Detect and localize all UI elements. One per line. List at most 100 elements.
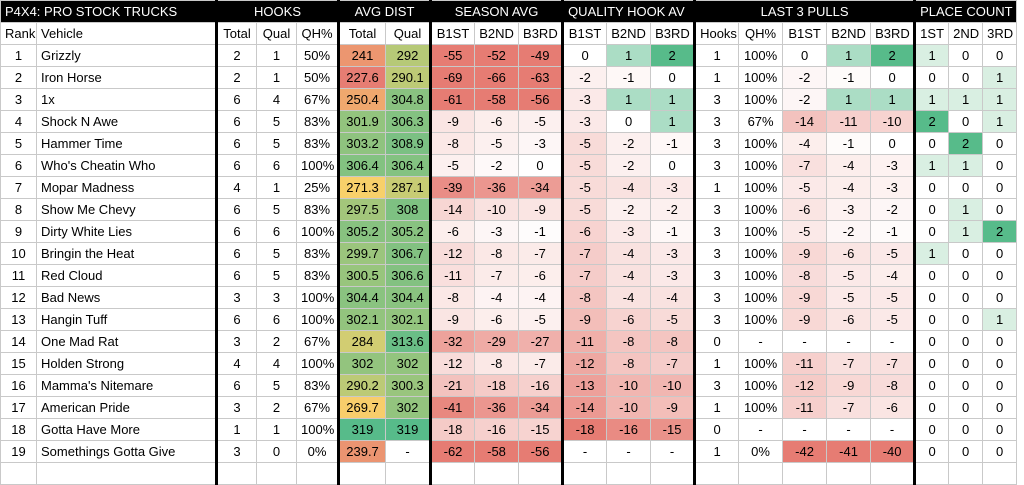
- cell-b1st[interactable]: -9: [782, 286, 828, 309]
- cell-qh-[interactable]: 50%: [295, 44, 340, 67]
- cell-b2nd[interactable]: -16: [474, 418, 520, 441]
- cell-qual[interactable]: 6: [256, 220, 297, 243]
- cell-hooks[interactable]: 3: [693, 154, 740, 177]
- cell-vehicle[interactable]: 1x: [36, 88, 217, 111]
- cell-qh-[interactable]: -: [738, 330, 784, 353]
- cell-b3rd[interactable]: -3: [650, 176, 696, 199]
- cell-qh-[interactable]: 67%: [295, 330, 340, 353]
- cell-qh-[interactable]: 83%: [295, 198, 340, 221]
- cell-rank[interactable]: 18: [0, 418, 37, 441]
- cell-qh-[interactable]: 100%: [295, 220, 340, 243]
- cell-qh-[interactable]: 100%: [295, 286, 340, 309]
- cell-3rd[interactable]: 0: [982, 374, 1018, 397]
- cell-b1st[interactable]: -61: [429, 88, 476, 111]
- cell-b1st[interactable]: -4: [782, 132, 828, 155]
- cell-b1st[interactable]: -9: [429, 308, 476, 331]
- cell-vehicle[interactable]: Holden Strong: [36, 352, 217, 375]
- cell-2nd[interactable]: 2: [948, 132, 984, 155]
- cell-b2nd[interactable]: -: [606, 440, 652, 463]
- cell-qh-[interactable]: 83%: [295, 132, 340, 155]
- cell-qual[interactable]: 304.8: [385, 88, 432, 111]
- cell-rank[interactable]: 4: [0, 110, 37, 133]
- cell-b1st[interactable]: -11: [782, 396, 828, 419]
- cell-b2nd[interactable]: 0: [606, 110, 652, 133]
- cell-qh-[interactable]: -: [738, 418, 784, 441]
- cell-b2nd[interactable]: 1: [606, 44, 652, 67]
- cell-b2nd[interactable]: -7: [826, 352, 872, 375]
- cell-b1st[interactable]: 0: [782, 44, 828, 67]
- cell-hooks[interactable]: 3: [693, 374, 740, 397]
- cell-b3rd[interactable]: -1: [650, 132, 696, 155]
- cell-b1st[interactable]: -5: [561, 198, 608, 221]
- cell-b1st[interactable]: -69: [429, 66, 476, 89]
- cell-total[interactable]: 6: [215, 88, 257, 111]
- cell-b3rd[interactable]: -: [870, 330, 916, 353]
- cell-b3rd[interactable]: -: [650, 440, 696, 463]
- cell-hooks[interactable]: 1: [693, 440, 740, 463]
- cell-b3rd[interactable]: -3: [518, 132, 564, 155]
- cell-hooks[interactable]: 0: [693, 418, 740, 441]
- cell-1st[interactable]: 0: [913, 286, 950, 309]
- cell-b2nd[interactable]: -4: [606, 286, 652, 309]
- cell-3rd[interactable]: 0: [982, 198, 1018, 221]
- cell-hooks[interactable]: 3: [693, 88, 740, 111]
- cell-2nd[interactable]: 0: [948, 66, 984, 89]
- column-header-0[interactable]: Rank: [0, 22, 37, 45]
- cell-hooks[interactable]: 1: [693, 396, 740, 419]
- cell-b3rd[interactable]: -9: [518, 198, 564, 221]
- cell-b2nd[interactable]: -8: [474, 242, 520, 265]
- cell-2nd[interactable]: 0: [948, 374, 984, 397]
- cell-b3rd[interactable]: -15: [650, 418, 696, 441]
- cell-1st[interactable]: 0: [913, 418, 950, 441]
- cell-b1st[interactable]: -5: [561, 154, 608, 177]
- cell-qual[interactable]: 300.3: [385, 374, 432, 397]
- cell-rank[interactable]: 7: [0, 176, 37, 199]
- cell-total[interactable]: 299.7: [337, 242, 387, 265]
- cell-1st[interactable]: 0: [913, 330, 950, 353]
- column-header-6[interactable]: Qual: [385, 22, 432, 45]
- column-header-4[interactable]: QH%: [295, 22, 340, 45]
- cell-b2nd[interactable]: -5: [474, 132, 520, 155]
- cell-1st[interactable]: 1: [913, 242, 950, 265]
- cell-b1st[interactable]: -11: [782, 352, 828, 375]
- cell-b3rd[interactable]: -3: [650, 264, 696, 287]
- cell-rank[interactable]: 16: [0, 374, 37, 397]
- cell-b2nd[interactable]: -4: [474, 286, 520, 309]
- cell-b3rd[interactable]: 1: [870, 88, 916, 111]
- column-header-18[interactable]: 1ST: [913, 22, 950, 45]
- cell-qual[interactable]: 4: [256, 352, 297, 375]
- cell-b3rd[interactable]: -: [870, 418, 916, 441]
- cell-hooks[interactable]: 3: [693, 264, 740, 287]
- cell-qual[interactable]: 306.4: [385, 154, 432, 177]
- cell-1st[interactable]: 0: [913, 132, 950, 155]
- cell-qual[interactable]: 6: [256, 154, 297, 177]
- cell-total[interactable]: 319: [337, 418, 387, 441]
- cell-b2nd[interactable]: -: [826, 418, 872, 441]
- cell-b1st[interactable]: -42: [782, 440, 828, 463]
- cell-b2nd[interactable]: -7: [826, 396, 872, 419]
- cell-b2nd[interactable]: -6: [474, 110, 520, 133]
- cell-qh-[interactable]: 100%: [738, 286, 784, 309]
- cell-b1st[interactable]: -: [782, 330, 828, 353]
- cell-b2nd[interactable]: -36: [474, 176, 520, 199]
- cell-total[interactable]: 301.9: [337, 110, 387, 133]
- cell-b3rd[interactable]: -27: [518, 330, 564, 353]
- column-header-11[interactable]: B2ND: [606, 22, 652, 45]
- cell-total[interactable]: 3: [215, 286, 257, 309]
- cell-3rd[interactable]: 0: [982, 286, 1018, 309]
- cell-b2nd[interactable]: -6: [606, 308, 652, 331]
- cell-b1st[interactable]: -7: [561, 242, 608, 265]
- cell-b2nd[interactable]: -2: [826, 220, 872, 243]
- cell-b1st[interactable]: -18: [429, 418, 476, 441]
- cell-b3rd[interactable]: -10: [870, 110, 916, 133]
- cell-qual[interactable]: 308: [385, 198, 432, 221]
- cell-b1st[interactable]: -6: [561, 220, 608, 243]
- cell-b1st[interactable]: -5: [561, 132, 608, 155]
- cell-rank[interactable]: 15: [0, 352, 37, 375]
- cell-b2nd[interactable]: 1: [606, 88, 652, 111]
- cell-qual[interactable]: 1: [256, 44, 297, 67]
- cell-b3rd[interactable]: -1: [870, 220, 916, 243]
- cell-b3rd[interactable]: -4: [518, 286, 564, 309]
- cell-b3rd[interactable]: -6: [870, 396, 916, 419]
- cell-b1st[interactable]: -32: [429, 330, 476, 353]
